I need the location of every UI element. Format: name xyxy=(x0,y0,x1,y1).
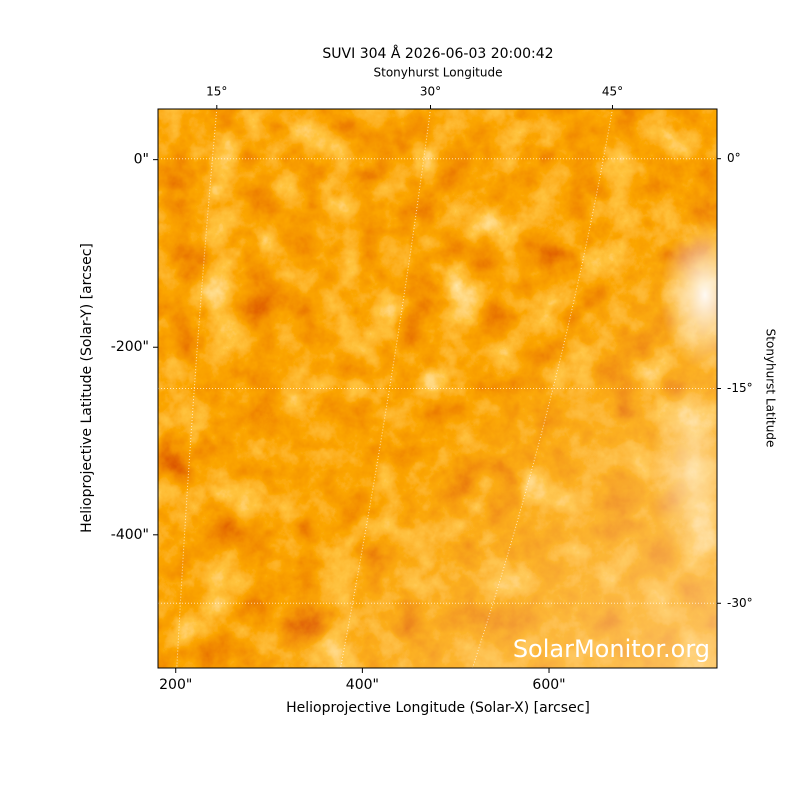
y-axis-label: Helioprojective Latitude (Solar-Y) [arcs… xyxy=(79,243,95,533)
grid xyxy=(158,109,717,668)
y2-axis-label: Stonyhurst Latitude xyxy=(764,329,778,448)
x-tick-label: 400" xyxy=(346,677,379,693)
x-tick-label: 200" xyxy=(159,677,192,693)
y-tick-label: 0" xyxy=(134,152,149,168)
x2-axis-label: Stonyhurst Longitude xyxy=(374,66,503,80)
y-tick-label: -200" xyxy=(111,339,149,355)
x2-tick-label: 15° xyxy=(206,85,227,99)
grid-line xyxy=(472,109,613,668)
solar-image xyxy=(158,109,717,668)
y2-tick-label: -30° xyxy=(727,596,753,610)
chart-title: SUVI 304 Å 2026-06-03 20:00:42 xyxy=(322,45,553,62)
y-tick-label: -400" xyxy=(111,527,149,543)
y2-tick-label: 0° xyxy=(727,151,741,165)
x2-tick-label: 45° xyxy=(602,85,623,99)
x-axis-label: Helioprojective Longitude (Solar-X) [arc… xyxy=(286,700,590,716)
x-tick-label: 600" xyxy=(532,677,565,693)
watermark: SolarMonitor.org xyxy=(513,635,710,663)
x2-tick-label: 30° xyxy=(420,85,441,99)
y2-tick-label: -15° xyxy=(727,381,753,395)
